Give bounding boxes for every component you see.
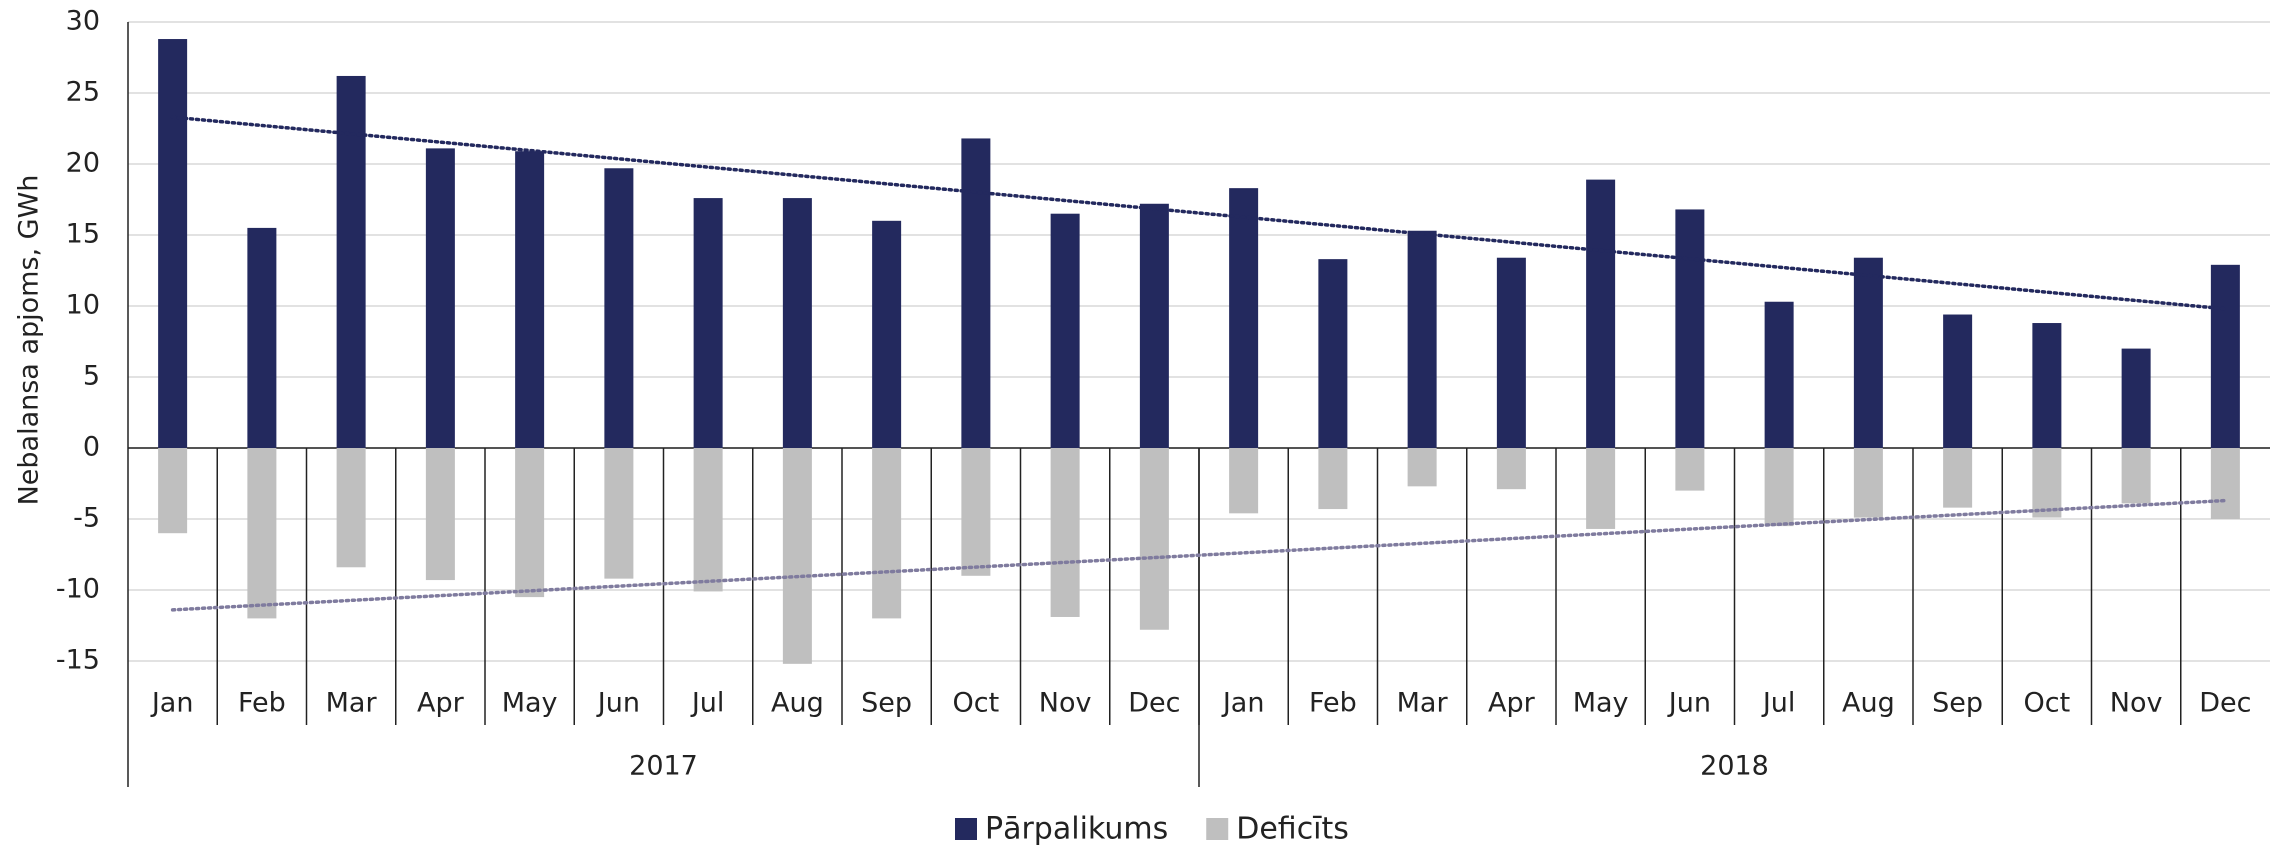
bar xyxy=(515,151,545,448)
x-tick-label: Dec xyxy=(2199,688,2251,719)
y-tick-label: 20 xyxy=(66,148,100,179)
x-tick-label: Mar xyxy=(1397,688,1449,719)
x-tick-label: May xyxy=(502,688,558,719)
x-tick-label: Jun xyxy=(596,688,640,719)
bar xyxy=(604,448,634,579)
legend-label: Pārpalikums xyxy=(985,812,1168,847)
x-tick-label: Jan xyxy=(1221,688,1265,719)
x-tick-label: Aug xyxy=(1842,688,1895,719)
bar xyxy=(336,448,366,568)
y-tick-label: 25 xyxy=(66,77,100,108)
bar xyxy=(515,448,545,598)
bar xyxy=(425,148,455,448)
bar xyxy=(1675,448,1705,491)
bar xyxy=(961,138,991,448)
y-tick-label: -15 xyxy=(56,645,100,676)
bar xyxy=(1229,188,1259,448)
bar xyxy=(1853,448,1883,518)
trend-line xyxy=(170,498,2228,612)
bar xyxy=(1853,257,1883,448)
x-tick-label: Jan xyxy=(150,688,194,719)
bar xyxy=(1139,203,1169,448)
bar xyxy=(872,448,902,619)
x-tick-label: Sep xyxy=(1932,688,1983,719)
x-tick-label: Feb xyxy=(1309,688,1357,719)
x-tick-label: Apr xyxy=(1488,688,1536,719)
legend-label: Deficīts xyxy=(1236,812,1349,847)
bar xyxy=(1496,448,1526,490)
bar xyxy=(158,448,188,534)
group-label: 2018 xyxy=(1700,751,1769,782)
bar xyxy=(1318,259,1348,448)
bar xyxy=(961,448,991,576)
y-tick-label: 30 xyxy=(66,6,100,37)
x-tick-label: Oct xyxy=(953,688,1000,719)
bar xyxy=(158,39,188,448)
bar xyxy=(1050,448,1080,617)
bar xyxy=(782,198,812,448)
x-tick-label: Aug xyxy=(771,688,824,719)
x-tick-label: Sep xyxy=(861,688,912,719)
bar xyxy=(782,448,812,664)
bar xyxy=(2210,448,2240,519)
bar xyxy=(1764,448,1794,527)
bar xyxy=(1764,301,1794,448)
bar xyxy=(425,448,455,581)
bar xyxy=(1943,314,1973,448)
x-tick-label: Dec xyxy=(1128,688,1180,719)
bar xyxy=(1229,448,1259,514)
x-tick-label: Jul xyxy=(1761,688,1796,719)
bar xyxy=(1943,448,1973,508)
trend-line xyxy=(170,115,2228,311)
y-tick-label: -5 xyxy=(73,503,100,534)
y-axis-label: Nebalansa apjoms, GWh xyxy=(14,175,45,506)
bar xyxy=(1318,448,1348,510)
y-tick-label: -10 xyxy=(56,574,100,605)
x-tick-label: Apr xyxy=(417,688,465,719)
y-tick-label: 10 xyxy=(66,290,100,321)
bar xyxy=(872,220,902,448)
bar xyxy=(1496,257,1526,448)
y-tick-label: 5 xyxy=(83,361,100,392)
bar xyxy=(247,227,277,448)
x-tick-label: Mar xyxy=(326,688,378,719)
bar xyxy=(2032,448,2062,518)
bar xyxy=(247,448,277,619)
y-tick-label: 15 xyxy=(66,219,100,250)
group-label: 2017 xyxy=(629,751,698,782)
bar xyxy=(1407,230,1437,448)
bar xyxy=(693,448,723,592)
bar xyxy=(1139,448,1169,630)
bar xyxy=(2210,264,2240,448)
bar xyxy=(2121,348,2151,448)
legend-swatch xyxy=(955,818,977,840)
x-tick-label: Jun xyxy=(1667,688,1711,719)
bar xyxy=(1586,179,1616,448)
x-tick-label: Nov xyxy=(2110,688,2163,719)
bar xyxy=(2032,323,2062,448)
bar xyxy=(693,198,723,448)
y-tick-label: 0 xyxy=(83,432,100,463)
bar xyxy=(604,168,634,448)
bar xyxy=(1050,213,1080,448)
bar xyxy=(1586,448,1616,529)
bar xyxy=(1407,448,1437,487)
bar xyxy=(336,75,366,449)
x-tick-label: Nov xyxy=(1039,688,1092,719)
bar xyxy=(1675,209,1705,448)
bar xyxy=(2121,448,2151,504)
x-tick-label: Feb xyxy=(238,688,286,719)
legend-swatch xyxy=(1206,818,1229,840)
x-tick-label: Oct xyxy=(2024,688,2071,719)
x-tick-label: Jul xyxy=(690,688,725,719)
x-tick-label: May xyxy=(1573,688,1629,719)
